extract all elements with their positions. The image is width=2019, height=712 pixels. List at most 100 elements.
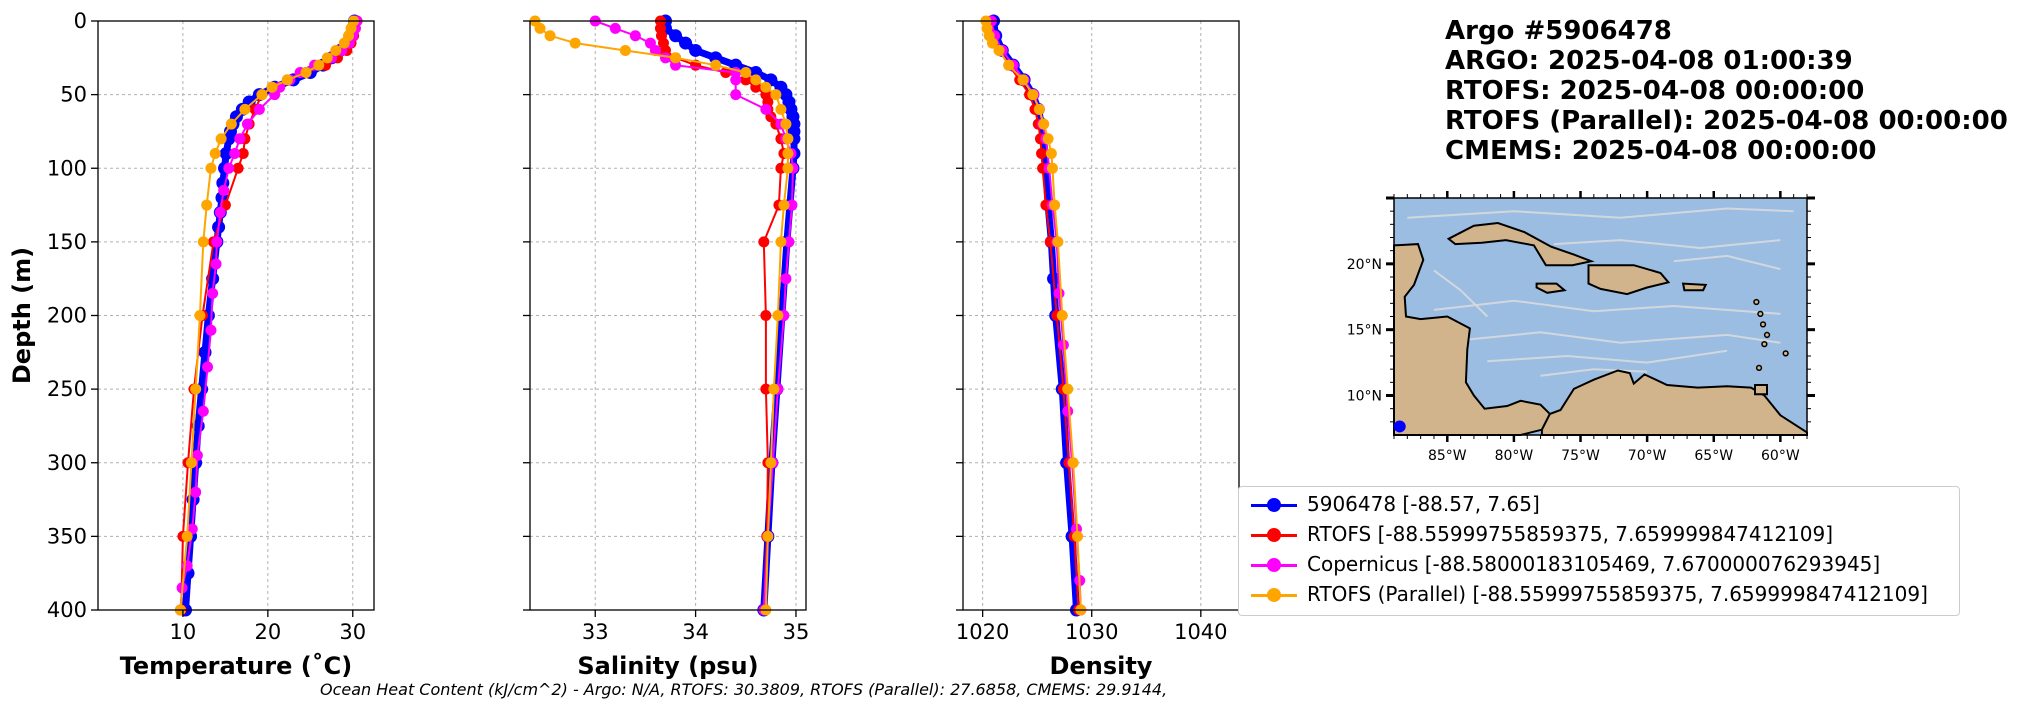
data-point <box>300 67 312 79</box>
current-streamline <box>1433 299 1781 315</box>
hispaniola-landmass <box>1587 264 1671 296</box>
current-streamline <box>1407 207 1794 219</box>
map-lon-label: 65°W <box>1694 448 1733 464</box>
data-point <box>197 236 209 248</box>
data-point <box>190 383 202 395</box>
map-lat-label: 15°N <box>1347 323 1382 339</box>
x-tick-label: 33 <box>582 620 609 644</box>
current-streamline <box>1460 331 1781 344</box>
data-point <box>190 486 202 498</box>
data-point <box>730 89 742 101</box>
data-point <box>266 81 278 93</box>
data-point <box>609 22 621 34</box>
current-streamline <box>1487 349 1728 364</box>
legend-entry-rtofs: RTOFS [-88.55999755859375, 7.65999984741… <box>1239 521 1959 551</box>
data-point <box>1052 236 1064 248</box>
data-point <box>239 103 251 115</box>
data-point <box>710 59 722 71</box>
data-point <box>679 36 693 50</box>
x-tick-label: 34 <box>682 620 709 644</box>
legend-entry-rtofs-parallel: RTOFS (Parallel) [-88.55999755859375, 7.… <box>1239 581 1959 611</box>
data-point <box>782 148 794 160</box>
data-point <box>1072 530 1084 542</box>
data-point <box>1017 74 1029 86</box>
x-tick-label: 1040 <box>1174 620 1227 644</box>
data-point <box>313 59 325 71</box>
data-point <box>770 89 782 101</box>
data-point <box>225 118 237 130</box>
data-point <box>1067 457 1079 469</box>
data-point <box>281 74 293 86</box>
y-axis-label: Depth (m) <box>8 247 36 384</box>
data-point <box>1053 287 1065 299</box>
data-point <box>569 37 581 49</box>
data-point <box>181 530 193 542</box>
data-point <box>619 44 631 56</box>
data-point <box>1033 103 1045 115</box>
data-point <box>775 103 787 115</box>
data-point <box>191 449 203 461</box>
title-argo-id: Argo #5906478 <box>1445 16 1672 46</box>
data-point <box>782 162 794 174</box>
data-point <box>775 236 787 248</box>
x-tick-label: 20 <box>254 620 281 644</box>
current-streamline <box>1553 239 1781 250</box>
x-tick-label: 1020 <box>956 620 1009 644</box>
data-point <box>783 236 795 248</box>
legend-label: RTOFS [-88.55999755859375, 7.65999984741… <box>1307 522 1834 546</box>
data-point <box>185 457 197 469</box>
y-tick-label: 350 <box>47 524 87 548</box>
legend-entry-copernicus: Copernicus [-88.58000183105469, 7.670000… <box>1239 551 1959 581</box>
x-tick-label: 30 <box>339 620 366 644</box>
data-point <box>210 258 222 270</box>
data-point <box>534 22 546 34</box>
data-point <box>1042 133 1054 145</box>
density-panel: 1020 1030 1040 Density <box>956 14 1240 680</box>
x-axis-label: Density <box>1050 652 1153 680</box>
x-tick-label: 10 <box>170 620 197 644</box>
argo-location-marker <box>1393 420 1406 433</box>
data-point <box>253 103 265 115</box>
current-streamline <box>1673 254 1781 271</box>
data-point <box>760 81 772 93</box>
legend-entry-argo: 5906478 [-88.57, 7.65] <box>1239 491 1959 521</box>
data-point <box>760 103 772 115</box>
data-point <box>205 162 217 174</box>
map-lon-label: 80°W <box>1495 448 1534 464</box>
data-point <box>330 44 342 56</box>
data-point <box>780 118 792 130</box>
x-axis-label: Salinity (psu) <box>577 652 758 680</box>
y-tick-label: 200 <box>47 304 87 328</box>
data-point <box>194 310 206 321</box>
island-landmass <box>1763 331 1771 339</box>
data-point <box>1046 162 1058 174</box>
data-point <box>649 44 661 56</box>
data-point <box>778 199 790 211</box>
data-point <box>765 457 777 469</box>
legend-dot-marker <box>1267 528 1281 542</box>
data-point <box>760 310 772 321</box>
data-point <box>1062 405 1074 417</box>
legend-dot-marker <box>1267 588 1281 602</box>
y-tick-label: 100 <box>47 156 87 180</box>
cuba-landmass <box>1446 221 1595 267</box>
data-point <box>780 273 792 285</box>
trinidad-landmass <box>1754 384 1768 396</box>
island-landmass <box>1761 341 1768 348</box>
data-point <box>740 67 752 79</box>
data-point <box>1057 339 1069 351</box>
island-landmass <box>1755 364 1763 372</box>
data-point <box>234 133 246 145</box>
data-point <box>1056 310 1068 321</box>
data-point <box>1036 148 1048 160</box>
island-landmass <box>1753 298 1760 306</box>
data-point <box>1045 148 1057 160</box>
data-point <box>202 361 214 373</box>
data-point <box>237 148 249 160</box>
data-point <box>720 67 732 79</box>
data-point <box>762 530 774 542</box>
data-point <box>544 30 556 42</box>
data-point <box>205 324 217 336</box>
data-point <box>786 199 798 211</box>
